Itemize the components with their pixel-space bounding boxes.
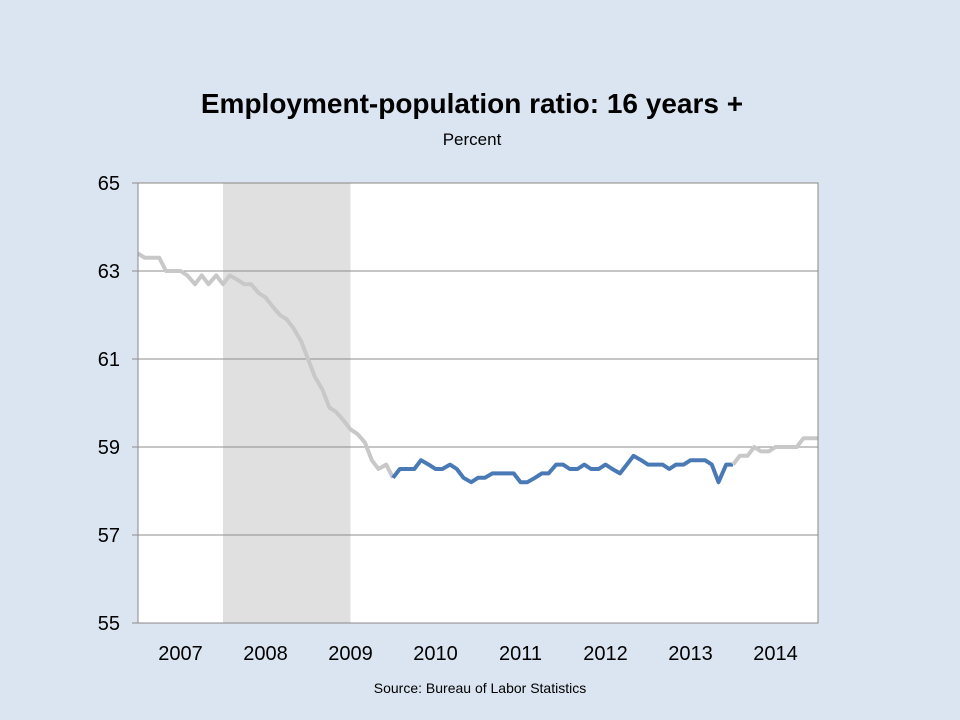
series-group [136, 251, 818, 485]
y-axis: 55 57 59 61 63 65 [98, 173, 138, 635]
x-tick-label: 2011 [499, 643, 542, 665]
y-tick-label: 57 [98, 525, 120, 547]
chart-subtitle: Percent [442, 130, 502, 149]
plot-border [137, 182, 819, 624]
x-tick-label: 2012 [583, 643, 628, 665]
chart-source: Source: Bureau of Labor Statistics [373, 680, 587, 696]
chart-title: Employment-population ratio: 16 years + [200, 88, 744, 119]
x-tick-label: 2009 [328, 643, 373, 665]
y-tick-label: 59 [98, 437, 120, 459]
series-line [136, 251, 395, 479]
x-axis: 2007 2008 2009 2010 2011 2012 2013 2014 [158, 643, 798, 665]
x-tick-label: 2007 [158, 643, 203, 665]
x-tick-label: 2010 [413, 643, 458, 665]
y-tick-label: 61 [98, 349, 120, 371]
series-line [731, 436, 818, 466]
x-tick-label: 2008 [243, 643, 288, 665]
y-tick-label: 55 [98, 613, 120, 635]
x-tick-label: 2013 [668, 643, 713, 665]
series-line [391, 453, 733, 485]
gridlines [138, 270, 818, 536]
x-tick-label: 2014 [753, 643, 798, 665]
recession-band [223, 183, 351, 623]
y-tick-label: 63 [98, 261, 120, 283]
y-tick-label: 65 [98, 173, 120, 195]
